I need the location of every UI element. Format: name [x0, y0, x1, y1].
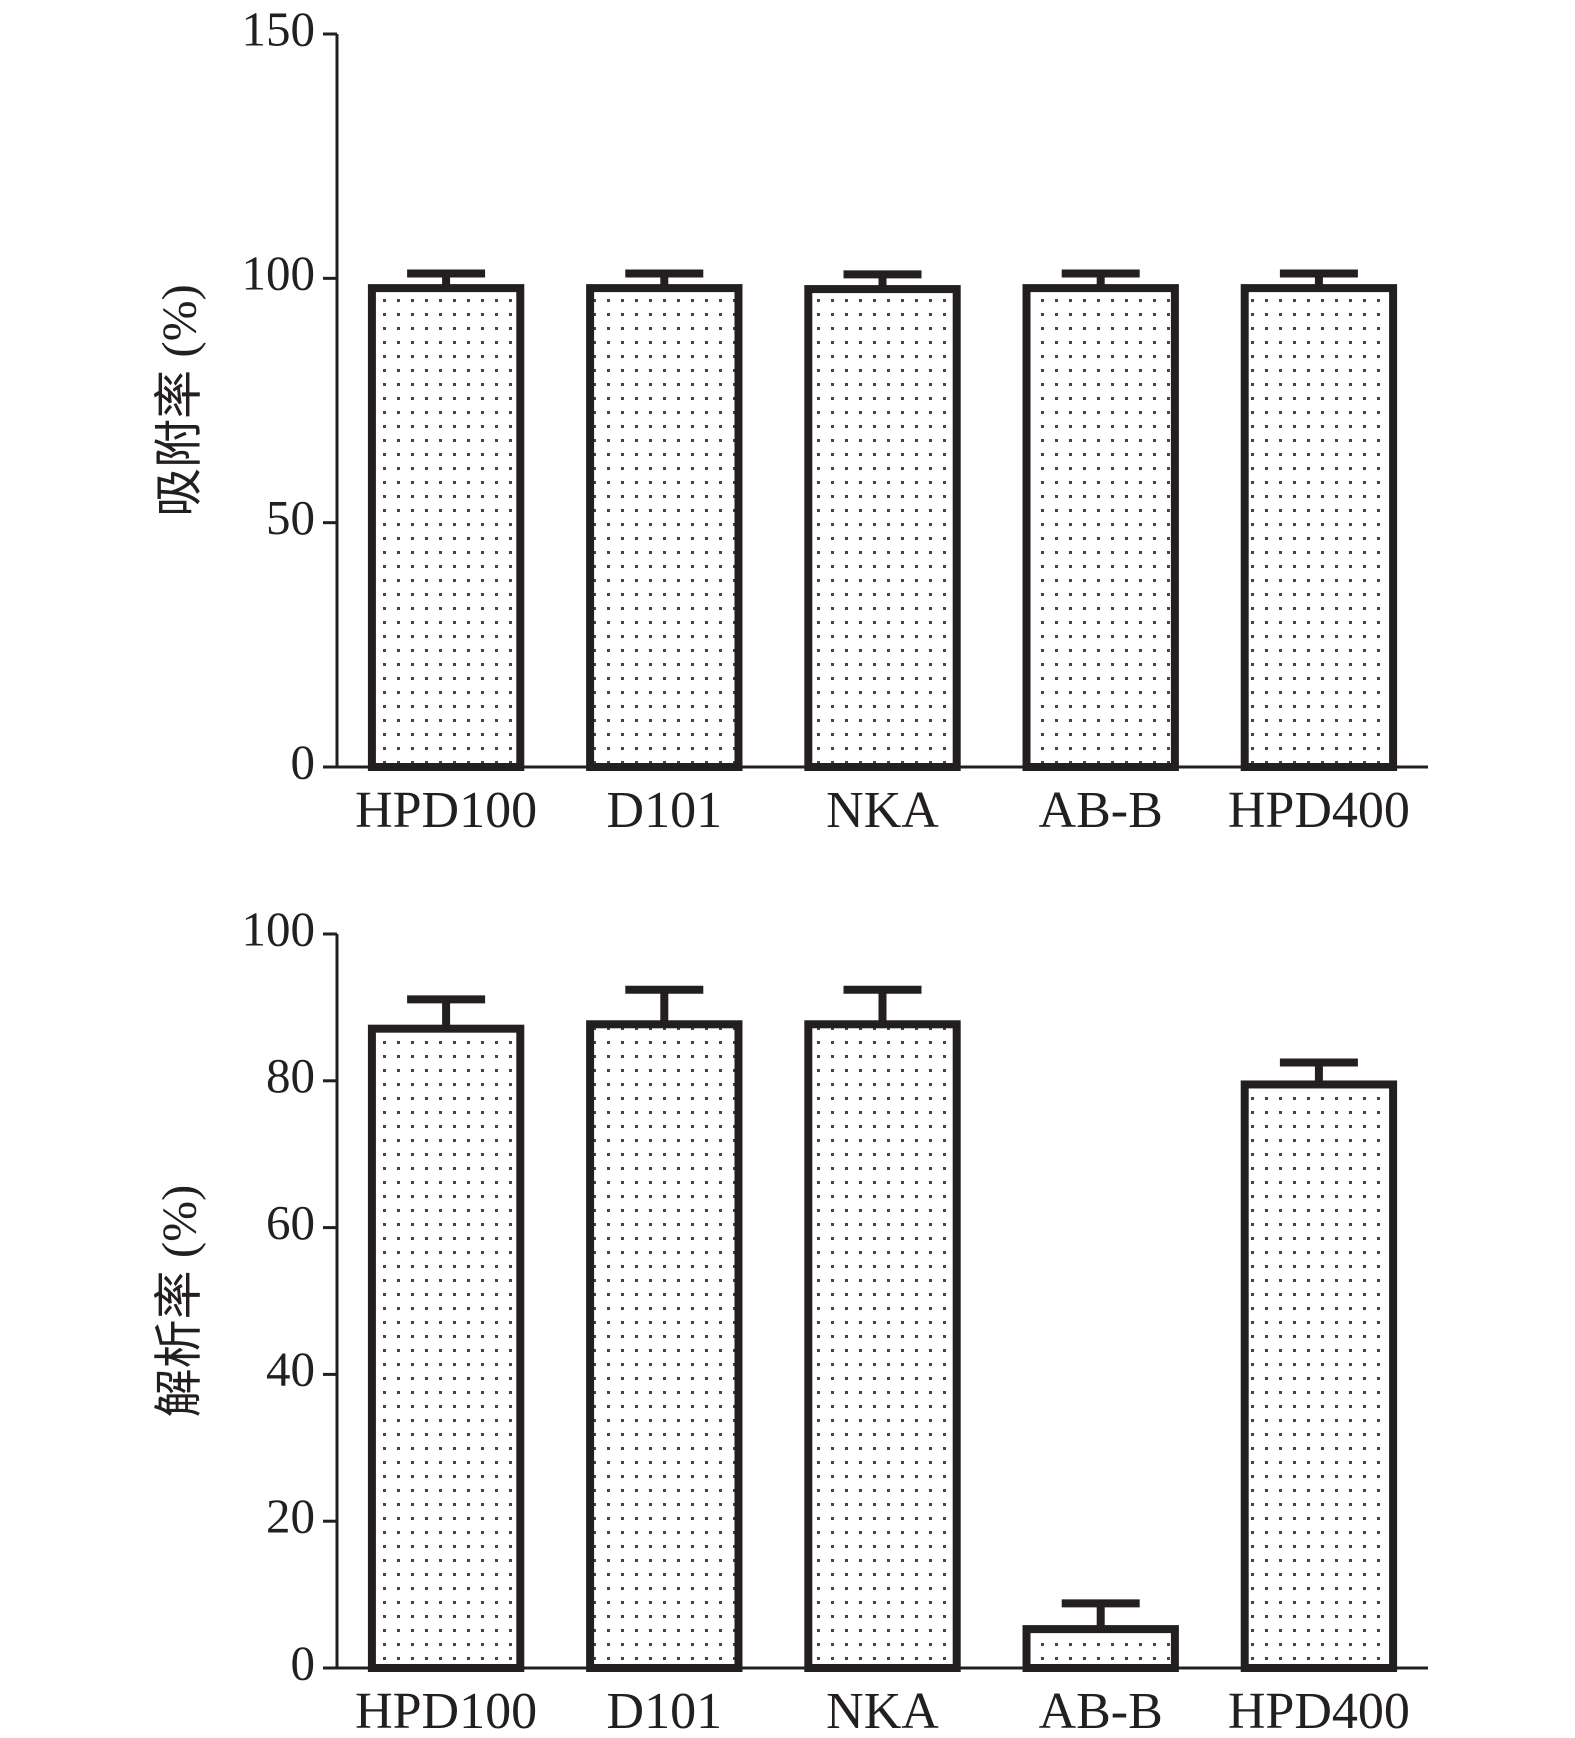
- y-tick-label: 80: [266, 1048, 315, 1103]
- x-tick-label: D101: [607, 1683, 723, 1738]
- y-tick-label: 40: [266, 1342, 315, 1397]
- bar: [586, 1020, 743, 1672]
- x-tick-label: NKA: [826, 1683, 939, 1738]
- bar: [367, 1024, 525, 1673]
- bar: [1240, 1080, 1398, 1672]
- x-tick-label: HPD400: [1228, 782, 1410, 839]
- x-tick-label: NKA: [826, 782, 939, 839]
- x-tick-label: AB-B: [1039, 782, 1163, 839]
- bar: [1240, 284, 1398, 771]
- x-tick-label: AB-B: [1039, 1683, 1163, 1738]
- bar: [586, 284, 743, 771]
- y-tick-label: 0: [291, 1635, 316, 1690]
- y-tick-label: 150: [242, 1, 316, 56]
- bar: [367, 284, 525, 771]
- y-tick-label: 60: [266, 1195, 315, 1250]
- y-tick-label: 100: [242, 246, 316, 301]
- bar: [804, 285, 961, 771]
- bar: [804, 1020, 961, 1672]
- y-tick-label: 0: [291, 734, 316, 789]
- y-tick-label: 50: [266, 490, 315, 545]
- x-tick-label: HPD100: [355, 1683, 537, 1738]
- bar: [1022, 1625, 1179, 1673]
- y-axis-label: 解析率 (%): [151, 1185, 206, 1418]
- x-tick-label: HPD400: [1228, 1683, 1410, 1738]
- x-tick-label: HPD100: [355, 782, 537, 839]
- x-tick-label: D101: [607, 782, 723, 839]
- y-axis-label: 吸附率 (%): [151, 284, 206, 517]
- y-tick-label: 100: [242, 901, 316, 956]
- y-tick-label: 20: [266, 1488, 315, 1543]
- bar: [1022, 284, 1179, 771]
